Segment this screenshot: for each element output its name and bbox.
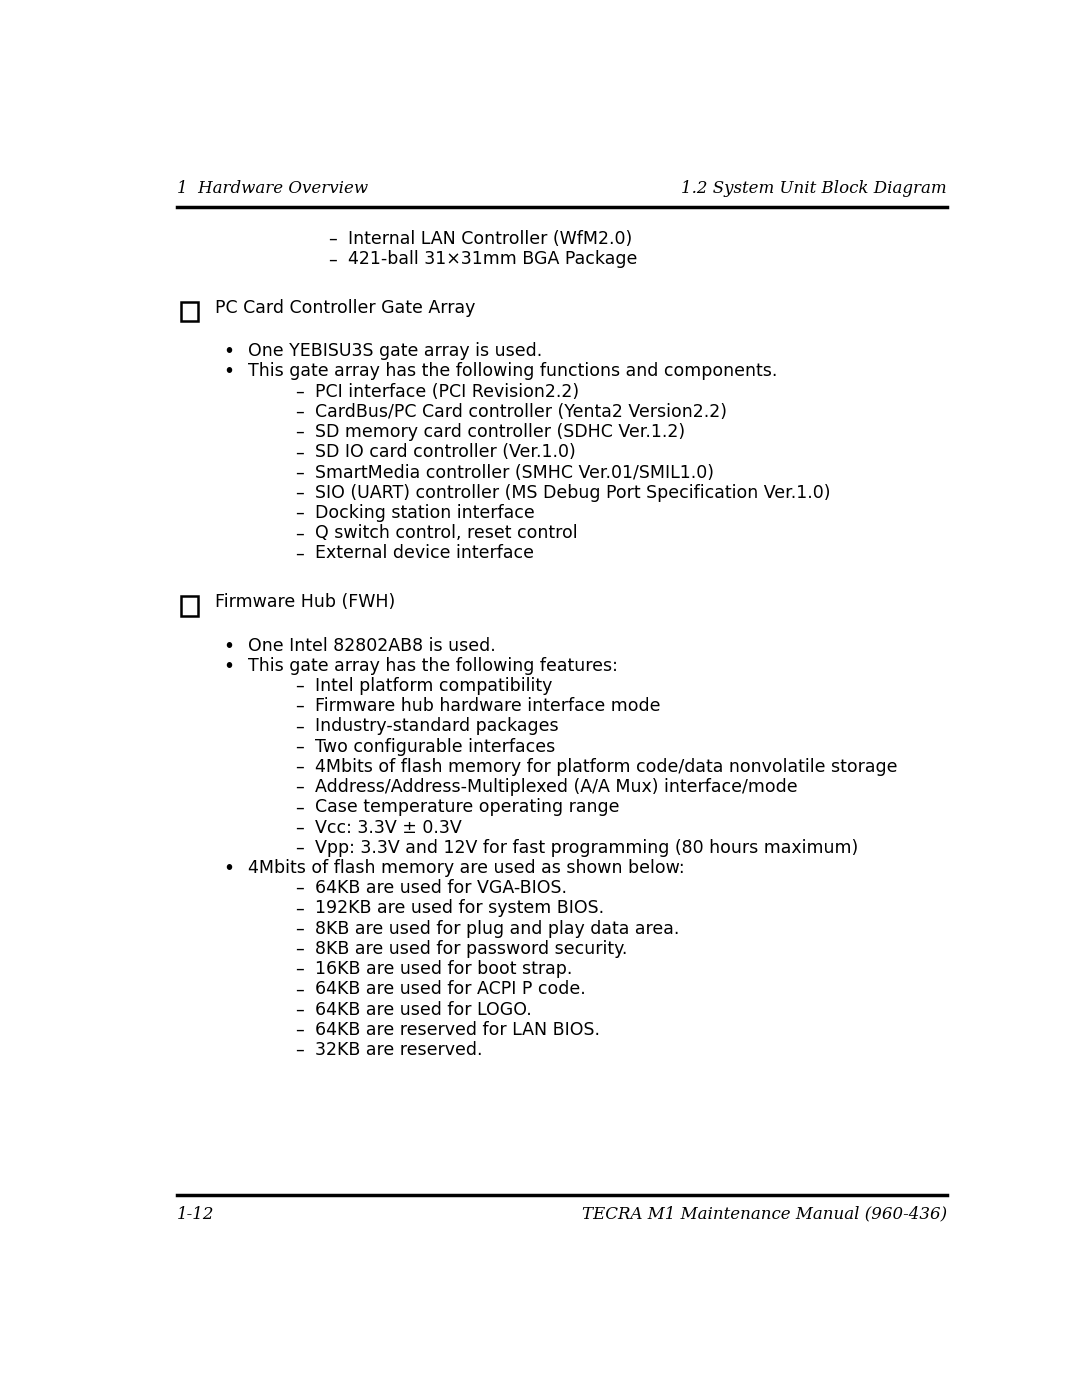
Text: •: • bbox=[222, 859, 234, 877]
Text: SmartMedia controller (SMHC Ver.01/SMIL1.0): SmartMedia controller (SMHC Ver.01/SMIL1… bbox=[315, 464, 714, 482]
Text: •: • bbox=[222, 362, 234, 381]
Text: –: – bbox=[295, 1000, 303, 1018]
Text: Firmware Hub (FWH): Firmware Hub (FWH) bbox=[215, 594, 395, 610]
Text: –: – bbox=[295, 464, 303, 482]
Text: –: – bbox=[295, 819, 303, 837]
Text: –: – bbox=[295, 402, 303, 420]
Text: SD memory card controller (SDHC Ver.1.2): SD memory card controller (SDHC Ver.1.2) bbox=[315, 423, 685, 441]
Text: –: – bbox=[295, 900, 303, 918]
Text: Vcc: 3.3V ± 0.3V: Vcc: 3.3V ± 0.3V bbox=[315, 819, 462, 837]
Text: •: • bbox=[222, 657, 234, 676]
Text: 64KB are used for VGA-BIOS.: 64KB are used for VGA-BIOS. bbox=[315, 879, 567, 897]
Text: This gate array has the following functions and components.: This gate array has the following functi… bbox=[248, 362, 778, 380]
Text: 4Mbits of flash memory are used as shown below:: 4Mbits of flash memory are used as shown… bbox=[248, 859, 685, 877]
Text: Case temperature operating range: Case temperature operating range bbox=[315, 798, 620, 816]
Text: –: – bbox=[295, 960, 303, 978]
Text: –: – bbox=[295, 838, 303, 856]
Text: –: – bbox=[295, 879, 303, 897]
Text: SIO (UART) controller (MS Debug Port Specification Ver.1.0): SIO (UART) controller (MS Debug Port Spe… bbox=[315, 483, 831, 502]
Text: –: – bbox=[295, 697, 303, 715]
Text: –: – bbox=[295, 778, 303, 796]
Text: –: – bbox=[295, 483, 303, 502]
Text: –: – bbox=[295, 940, 303, 958]
Text: 8KB are used for password security.: 8KB are used for password security. bbox=[315, 940, 627, 958]
Text: 1  Hardware Overview: 1 Hardware Overview bbox=[177, 180, 368, 197]
Text: Vpp: 3.3V and 12V for fast programming (80 hours maximum): Vpp: 3.3V and 12V for fast programming (… bbox=[315, 838, 859, 856]
Text: Docking station interface: Docking station interface bbox=[315, 504, 535, 522]
Text: One Intel 82802AB8 is used.: One Intel 82802AB8 is used. bbox=[248, 637, 496, 655]
Text: Q switch control, reset control: Q switch control, reset control bbox=[315, 524, 578, 542]
Text: Firmware hub hardware interface mode: Firmware hub hardware interface mode bbox=[315, 697, 661, 715]
Text: 32KB are reserved.: 32KB are reserved. bbox=[315, 1041, 483, 1059]
Text: –: – bbox=[295, 981, 303, 999]
Text: Intel platform compatibility: Intel platform compatibility bbox=[315, 678, 552, 694]
Text: –: – bbox=[295, 678, 303, 694]
Text: SD IO card controller (Ver.1.0): SD IO card controller (Ver.1.0) bbox=[315, 443, 576, 461]
Text: –: – bbox=[328, 231, 337, 249]
Text: 1.2 System Unit Block Diagram: 1.2 System Unit Block Diagram bbox=[681, 180, 947, 197]
Bar bbox=[181, 597, 198, 616]
Text: 16KB are used for boot strap.: 16KB are used for boot strap. bbox=[315, 960, 572, 978]
Text: Address/Address-Multiplexed (A/A Mux) interface/mode: Address/Address-Multiplexed (A/A Mux) in… bbox=[315, 778, 797, 796]
Text: 64KB are used for LOGO.: 64KB are used for LOGO. bbox=[315, 1000, 531, 1018]
Text: •: • bbox=[222, 637, 234, 655]
Text: –: – bbox=[295, 423, 303, 441]
Text: One YEBISU3S gate array is used.: One YEBISU3S gate array is used. bbox=[248, 342, 542, 360]
Text: –: – bbox=[295, 443, 303, 461]
Text: 64KB are used for ACPI P code.: 64KB are used for ACPI P code. bbox=[315, 981, 585, 999]
Text: –: – bbox=[295, 798, 303, 816]
Text: This gate array has the following features:: This gate array has the following featur… bbox=[248, 657, 618, 675]
Text: 4Mbits of flash memory for platform code/data nonvolatile storage: 4Mbits of flash memory for platform code… bbox=[315, 757, 897, 775]
Text: Industry-standard packages: Industry-standard packages bbox=[315, 718, 558, 735]
Text: PC Card Controller Gate Array: PC Card Controller Gate Array bbox=[215, 299, 475, 317]
Text: 1-12: 1-12 bbox=[177, 1206, 214, 1222]
Text: –: – bbox=[328, 250, 337, 268]
Text: –: – bbox=[295, 718, 303, 735]
Text: –: – bbox=[295, 545, 303, 563]
Text: Internal LAN Controller (WfM2.0): Internal LAN Controller (WfM2.0) bbox=[349, 231, 633, 249]
Text: –: – bbox=[295, 383, 303, 401]
Text: TECRA M1 Maintenance Manual (960-436): TECRA M1 Maintenance Manual (960-436) bbox=[582, 1206, 947, 1222]
Text: 421-ball 31×31mm BGA Package: 421-ball 31×31mm BGA Package bbox=[349, 250, 638, 268]
Text: 64KB are reserved for LAN BIOS.: 64KB are reserved for LAN BIOS. bbox=[315, 1021, 600, 1039]
Text: –: – bbox=[295, 738, 303, 756]
Text: 192KB are used for system BIOS.: 192KB are used for system BIOS. bbox=[315, 900, 604, 918]
Text: Two configurable interfaces: Two configurable interfaces bbox=[315, 738, 555, 756]
Text: –: – bbox=[295, 504, 303, 522]
Bar bbox=[181, 302, 198, 321]
Text: PCI interface (PCI Revision2.2): PCI interface (PCI Revision2.2) bbox=[315, 383, 579, 401]
Text: –: – bbox=[295, 1021, 303, 1039]
Text: –: – bbox=[295, 757, 303, 775]
Text: •: • bbox=[222, 342, 234, 362]
Text: External device interface: External device interface bbox=[315, 545, 534, 563]
Text: –: – bbox=[295, 1041, 303, 1059]
Text: –: – bbox=[295, 919, 303, 937]
Text: –: – bbox=[295, 524, 303, 542]
Text: CardBus/PC Card controller (Yenta2 Version2.2): CardBus/PC Card controller (Yenta2 Versi… bbox=[315, 402, 727, 420]
Text: 8KB are used for plug and play data area.: 8KB are used for plug and play data area… bbox=[315, 919, 679, 937]
